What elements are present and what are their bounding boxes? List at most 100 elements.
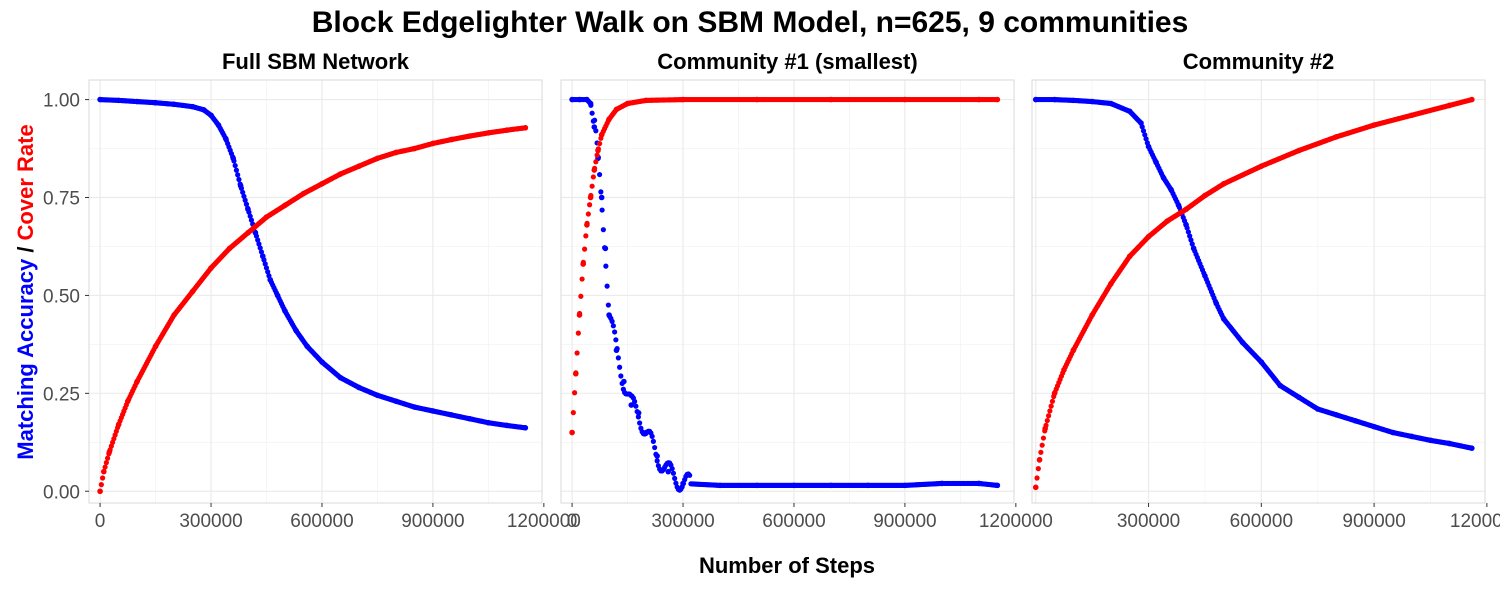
accuracy-point [1138,120,1144,126]
cover-point [1044,417,1050,424]
accuracy-point [260,253,266,260]
panels-layer: Full SBM Network 0.00 0.25 0.50 0.75 1.00 0 300… [43,49,1500,532]
accuracy-point [282,308,288,314]
accuracy-point [576,96,583,103]
cover-point [680,96,686,103]
accuracy-point [717,482,723,489]
cover-point [393,149,399,156]
cover-point [582,246,588,252]
accuracy-point [1142,132,1148,138]
accuracy-point [602,245,609,252]
cover-point [595,147,601,154]
accuracy-point [613,347,620,354]
accuracy-point [654,458,660,464]
accuracy-point [1175,202,1182,209]
cover-point [624,100,631,107]
cover-point [485,130,492,136]
cover-point [97,488,103,495]
accuracy-point [245,206,251,213]
cover-point [613,106,620,113]
x-tick-label: 300000 [651,511,714,532]
accuracy-point [267,276,274,283]
accuracy-point [609,318,615,324]
accuracy-point [597,171,603,178]
accuracy-point [1258,359,1265,365]
accuracy-point [237,182,244,189]
accuracy-point [1220,316,1227,322]
accuracy-point [633,403,639,409]
x-tick-label: 0 [95,511,106,532]
accuracy-point [1032,96,1039,103]
accuracy-point [1153,159,1159,166]
cover-point [115,421,122,428]
cover-point [430,140,436,147]
panel-1: Full SBM Network 0.00 0.25 0.50 0.75 1.00 0 300… [43,49,581,532]
cover-point [319,180,325,187]
cover-point [754,96,760,103]
cover-point [1035,466,1041,472]
cover-point [1045,413,1052,419]
accuracy-point [643,429,649,436]
panel-title: Community #1 (smallest) [657,49,917,74]
accuracy-point [1051,96,1058,103]
accuracy-point [672,475,678,481]
accuracy-point [189,103,196,110]
accuracy-point [374,392,381,399]
cover-point [606,116,612,122]
y-axis-title-accuracy: Matching Accuracy [13,258,38,460]
cover-point [1408,112,1415,119]
y-tick-label: 0.00 [43,482,80,503]
cover-point [152,343,159,350]
cover-point [1047,408,1053,414]
accuracy-point [1239,339,1246,346]
accuracy-point [208,112,214,119]
cover-point [587,194,594,201]
accuracy-point [650,438,656,444]
cover-series [569,96,1001,436]
accuracy-point [1189,241,1195,247]
cover-point [1038,449,1044,455]
accuracy-point [1160,175,1167,181]
accuracy-point [1140,128,1147,134]
accuracy-point [1333,412,1340,418]
accuracy-point [754,482,760,489]
accuracy-point [569,96,575,103]
accuracy-point [115,97,122,104]
panel-title: Full SBM Network [222,49,410,74]
accuracy-point [337,374,344,381]
accuracy-point [670,470,677,476]
accuracy-point [637,420,643,426]
accuracy-point [1390,429,1396,436]
accuracy-point [615,355,621,361]
cover-point [103,460,109,466]
panel-3: Community #2 300000 600000 900000 1200000 [1031,49,1500,532]
accuracy-point [265,269,271,275]
accuracy-point [613,337,619,343]
cover-point [578,293,584,299]
cover-point [1032,484,1039,491]
cover-point [263,214,270,220]
panel-title: Community #2 [1183,49,1335,74]
cover-point [589,183,595,189]
accuracy-point [591,124,598,130]
cover-point [134,378,140,385]
accuracy-point [257,245,263,251]
accuracy-point [356,384,362,391]
accuracy-point [1188,237,1194,243]
accuracy-point [215,122,222,128]
accuracy-point [430,408,436,414]
panel-2: Community #1 (smallest) 0 300000 600000 9000… [560,49,1053,532]
accuracy-point [467,415,473,422]
accuracy-point [1202,273,1208,279]
cover-point [976,96,982,103]
cover-point [125,398,131,404]
cover-point [1126,253,1133,260]
cover-point [1183,206,1189,213]
accuracy-point [603,263,609,269]
accuracy-point [587,100,594,107]
accuracy-point [606,312,612,318]
cover-point [100,475,106,481]
cover-point [467,133,473,139]
chart-title: Block Edgelighter Walk on SBM Model, n=6… [312,6,1189,39]
